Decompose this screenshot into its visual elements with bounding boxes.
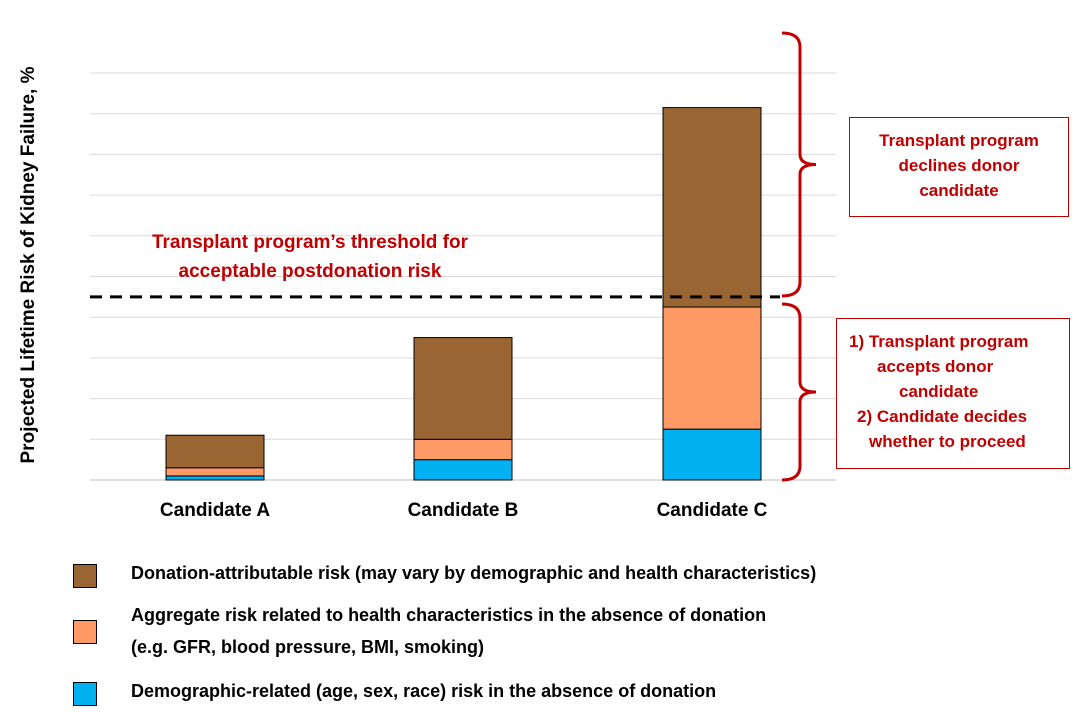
bar-candidate-a-segment-2 <box>165 434 265 469</box>
bar-candidate-c-segment-2 <box>662 107 762 308</box>
bar-candidate-b-segment-0 <box>413 459 513 481</box>
annotation-declines: Transplant program declines donor candid… <box>849 117 1069 217</box>
threshold-label-line-1: Transplant program’s threshold for <box>151 232 468 253</box>
legend-label-aggregate-line-1: Aggregate risk related to health charact… <box>131 605 767 625</box>
annotation-accepts-line-1: 1) Transplant program <box>849 332 1029 351</box>
y-axis-label-container: Projected Lifetime Risk of Kidney Failur… <box>4 30 54 500</box>
threshold-label-line-2: acceptable postdonation risk <box>178 261 442 282</box>
annotation-declines-line-2: declines donor <box>898 156 1020 175</box>
annotation-accepts-line-5: whether to proceed <box>869 432 1026 451</box>
x-tick-candidate-a: Candidate A <box>159 500 271 521</box>
bar-candidate-b-segment-1 <box>413 438 513 461</box>
legend-swatch-aggregate <box>73 620 97 644</box>
x-tick-candidate-c: Candidate C <box>656 500 768 521</box>
legend-label-aggregate-line-2: (e.g. GFR, blood pressure, BMI, smoking) <box>131 637 485 657</box>
bars <box>165 107 762 481</box>
bar-candidate-a-segment-0 <box>165 475 265 481</box>
annotation-accepts-line-4: 2) Candidate decides <box>857 407 1028 426</box>
bar-candidate-c-segment-1 <box>662 306 762 430</box>
bar-candidate-c-segment-0 <box>662 428 762 481</box>
x-tick-candidate-b: Candidate B <box>407 500 519 521</box>
brace-lower <box>781 302 817 482</box>
annotation-accepts: 1) Transplant program accepts donor cand… <box>836 318 1070 469</box>
annotation-declines-line-1: Transplant program <box>879 131 1039 150</box>
annotation-accepts-line-2: accepts donor <box>877 357 994 376</box>
threshold-label: Transplant program’s threshold for accep… <box>90 228 530 286</box>
brace-upper <box>781 31 817 298</box>
legend-label-donation: Donation-attributable risk (may vary by … <box>131 563 817 583</box>
y-axis-label: Projected Lifetime Risk of Kidney Failur… <box>18 66 39 464</box>
legend-swatch-demographic <box>73 682 97 706</box>
legend-label-demographic: Demographic-related (age, sex, race) ris… <box>131 681 717 701</box>
annotation-accepts-line-3: candidate <box>899 382 979 401</box>
bar-candidate-b-segment-2 <box>413 337 513 440</box>
annotation-declines-line-3: candidate <box>919 181 999 200</box>
legend-swatch-donation <box>73 564 97 588</box>
bar-candidate-a-segment-1 <box>165 467 265 477</box>
